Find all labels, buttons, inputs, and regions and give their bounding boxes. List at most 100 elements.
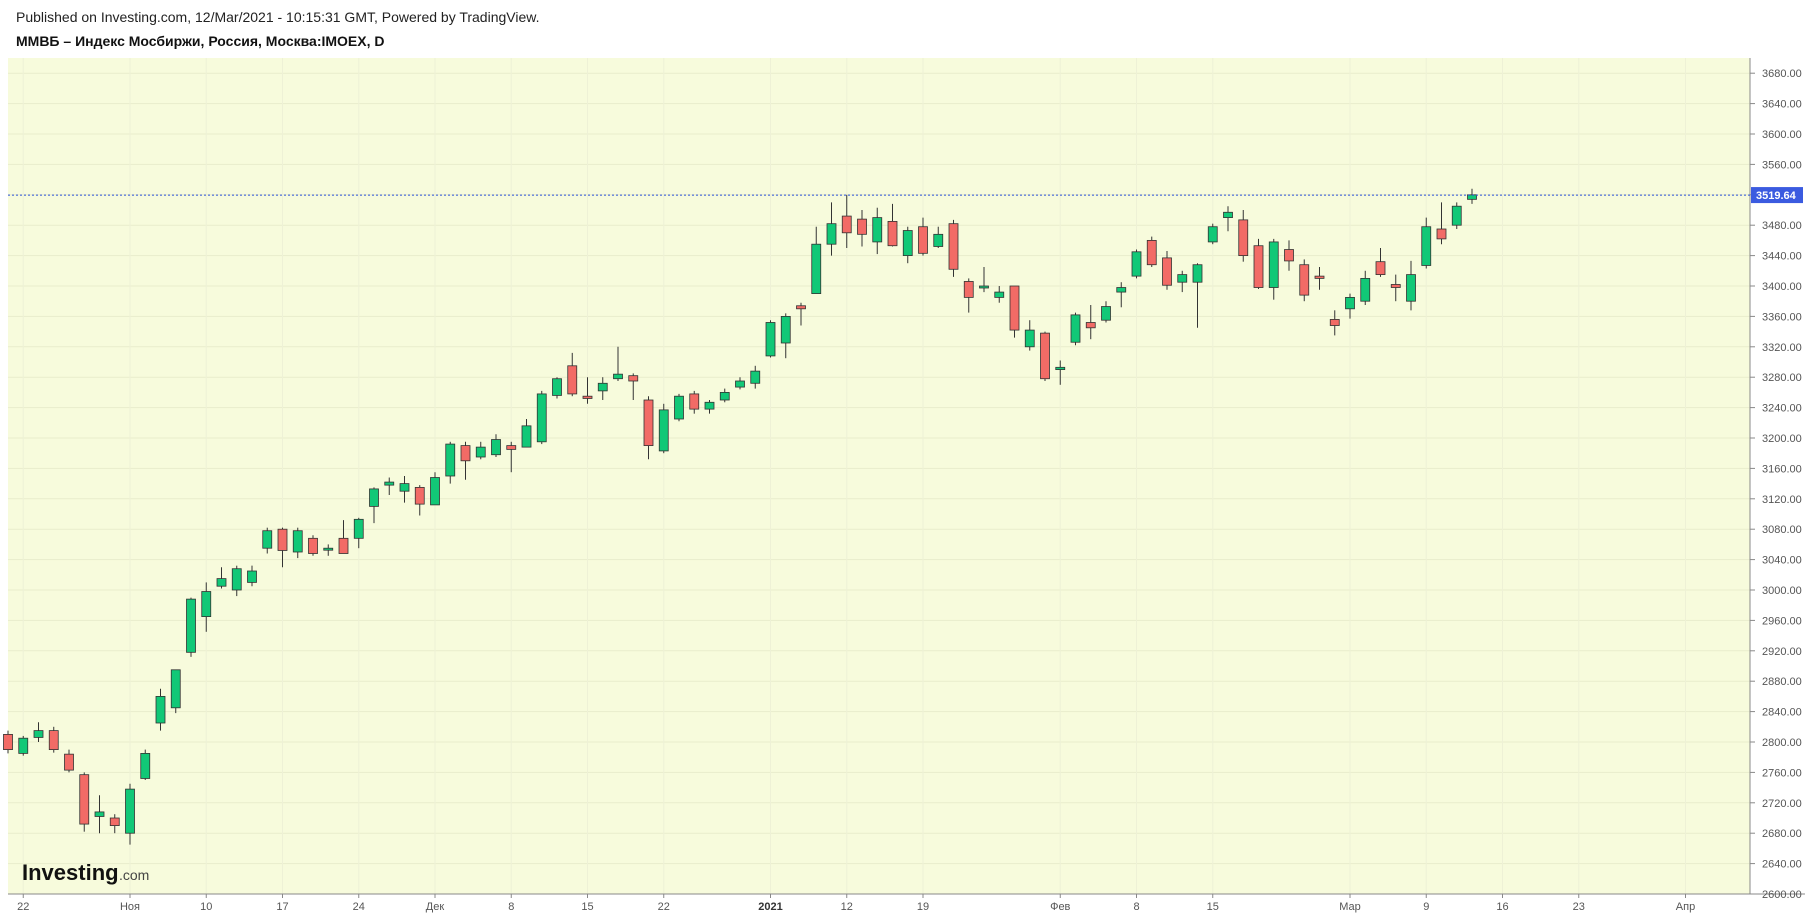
y-axis[interactable]: 2600.00 2640.00 2680.00 2720.00 2760.00 2800.… — [1750, 68, 1802, 901]
candle[interactable] — [933, 226, 944, 248]
candle[interactable] — [765, 320, 776, 358]
candle[interactable] — [64, 749, 74, 773]
candle[interactable] — [155, 688, 166, 731]
candle[interactable] — [994, 286, 1005, 303]
candle[interactable] — [491, 434, 501, 457]
candle[interactable] — [186, 597, 196, 657]
candle[interactable] — [1390, 274, 1401, 302]
candle[interactable] — [1085, 305, 1096, 340]
candle[interactable] — [277, 527, 288, 568]
candle[interactable] — [674, 393, 684, 422]
candle[interactable] — [1421, 217, 1432, 269]
candle[interactable] — [1238, 210, 1249, 262]
candle[interactable] — [94, 795, 105, 834]
candle[interactable] — [1253, 238, 1264, 290]
candle[interactable] — [506, 441, 517, 473]
candle[interactable] — [262, 527, 273, 554]
candle[interactable] — [18, 735, 29, 756]
candle[interactable] — [1177, 270, 1188, 293]
candle[interactable] — [841, 194, 852, 248]
candle[interactable] — [1009, 285, 1020, 338]
candle[interactable] — [323, 544, 334, 556]
candle[interactable] — [1146, 236, 1157, 267]
candle[interactable] — [3, 730, 13, 754]
candle[interactable] — [1207, 223, 1218, 245]
candle[interactable] — [552, 377, 562, 399]
candle[interactable] — [1101, 301, 1111, 323]
candle[interactable] — [231, 565, 242, 597]
candle[interactable] — [369, 487, 379, 524]
candle[interactable] — [567, 352, 578, 397]
candle[interactable] — [1040, 331, 1050, 381]
candle[interactable] — [735, 377, 745, 390]
candle[interactable] — [414, 485, 425, 516]
candle[interactable] — [1406, 260, 1416, 311]
candle[interactable] — [597, 377, 608, 400]
candle[interactable] — [140, 749, 151, 780]
candle[interactable] — [796, 302, 806, 326]
candle[interactable] — [1070, 312, 1081, 346]
candle[interactable] — [445, 441, 456, 484]
candle[interactable] — [658, 403, 669, 454]
candle[interactable] — [1223, 206, 1233, 232]
candle[interactable] — [1451, 202, 1462, 229]
candle[interactable] — [384, 477, 395, 495]
candle[interactable] — [826, 202, 837, 256]
candle[interactable] — [353, 517, 364, 549]
candle[interactable] — [460, 441, 471, 480]
candle[interactable] — [247, 565, 257, 587]
candle[interactable] — [216, 567, 227, 589]
candle[interactable] — [1360, 270, 1371, 305]
candle[interactable] — [948, 219, 959, 277]
candle[interactable] — [1131, 249, 1142, 279]
candle[interactable] — [1299, 259, 1310, 302]
candle[interactable] — [719, 388, 730, 403]
candle[interactable] — [125, 783, 135, 845]
candle[interactable] — [308, 535, 318, 556]
candle[interactable] — [399, 476, 410, 503]
candle[interactable] — [918, 217, 928, 256]
candle[interactable] — [33, 722, 44, 742]
candle[interactable] — [872, 207, 883, 255]
candle[interactable] — [48, 726, 59, 753]
candle[interactable] — [780, 313, 791, 359]
candle[interactable] — [521, 419, 532, 448]
candle[interactable] — [1329, 310, 1340, 336]
candle[interactable] — [1055, 360, 1066, 385]
candle[interactable] — [857, 210, 867, 247]
candle[interactable] — [1314, 267, 1325, 290]
candle[interactable] — [963, 278, 974, 313]
candle[interactable] — [79, 772, 90, 832]
candle[interactable] — [170, 669, 181, 714]
x-axis[interactable]: 22 Ноя 10 17 24 Дек 8 15 22 2021 12 19 Фев 8 15 Мар 9 16 2… — [17, 894, 1695, 913]
candle[interactable] — [643, 396, 654, 460]
candle[interactable] — [201, 582, 212, 632]
candle[interactable] — [1116, 282, 1127, 308]
candle[interactable] — [1375, 248, 1386, 277]
candle[interactable] — [1284, 240, 1294, 271]
candle[interactable] — [1192, 263, 1203, 328]
candle[interactable] — [979, 267, 989, 293]
candle[interactable] — [582, 377, 593, 404]
candle[interactable] — [292, 527, 303, 559]
candle[interactable] — [613, 346, 623, 381]
candle[interactable] — [811, 226, 822, 294]
candle[interactable] — [887, 203, 898, 247]
candle[interactable] — [628, 373, 639, 400]
candle[interactable] — [1268, 238, 1279, 300]
candle[interactable] — [902, 226, 913, 264]
candle[interactable] — [475, 441, 486, 460]
candle[interactable] — [704, 400, 715, 414]
candle[interactable] — [109, 814, 120, 834]
candle[interactable] — [338, 520, 349, 554]
plot-area[interactable] — [8, 58, 1750, 894]
candle[interactable] — [1436, 202, 1447, 245]
candle[interactable] — [750, 365, 761, 389]
candle[interactable] — [689, 390, 700, 414]
candle[interactable] — [1162, 251, 1172, 290]
candle[interactable] — [1345, 293, 1355, 319]
candle[interactable] — [536, 390, 547, 445]
candle[interactable] — [1024, 320, 1035, 351]
candle[interactable] — [430, 472, 440, 506]
